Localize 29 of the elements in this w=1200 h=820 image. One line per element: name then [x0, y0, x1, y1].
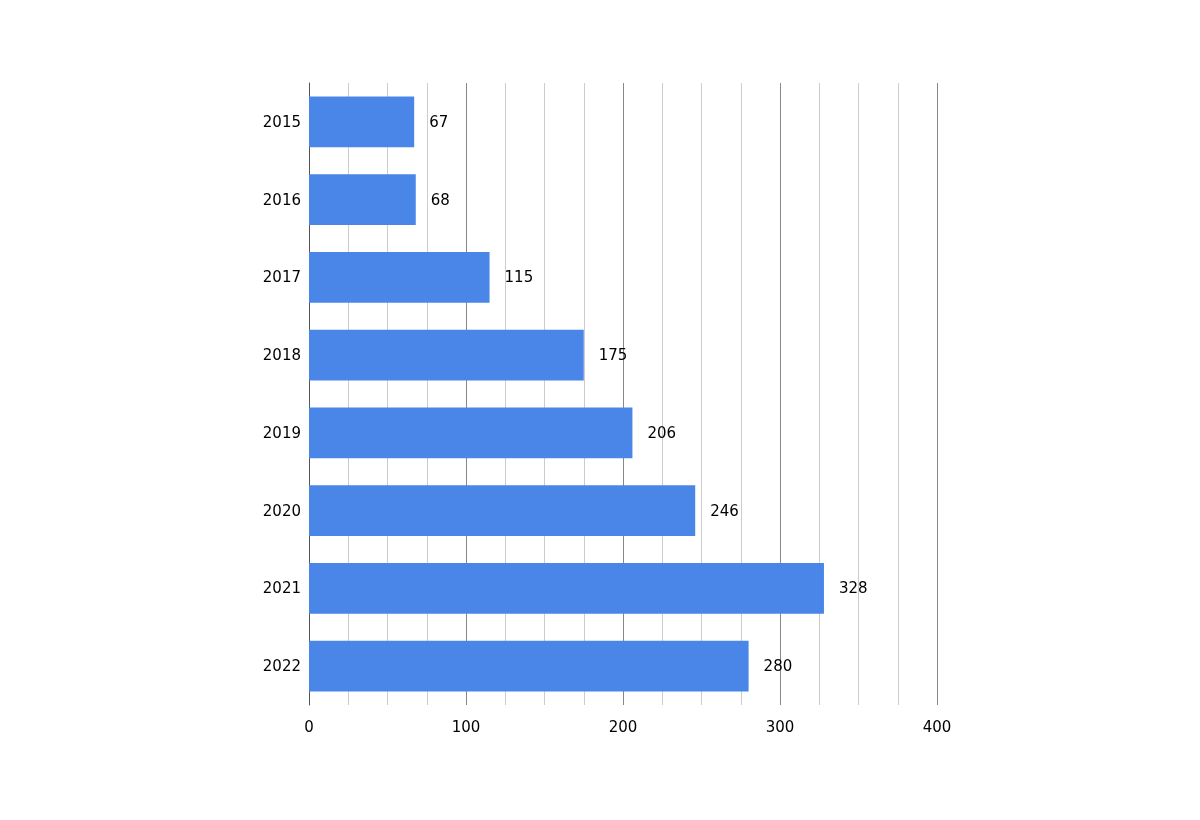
data-label: 68 — [430, 190, 450, 209]
y-tick-label: 2016 — [262, 190, 301, 209]
x-tick-label: 0 — [304, 717, 314, 736]
data-label: 246 — [710, 501, 739, 520]
bar — [309, 485, 696, 536]
y-tick-label: 2022 — [262, 657, 301, 676]
data-label: 67 — [429, 112, 449, 131]
bar — [309, 329, 584, 381]
data-label: 175 — [598, 346, 628, 365]
y-tick-label: 2020 — [262, 501, 301, 520]
bar — [309, 174, 416, 225]
y-tick-label: 2021 — [262, 579, 301, 598]
data-label: 206 — [647, 423, 677, 442]
bar — [309, 252, 490, 303]
y-tick-label: 2017 — [262, 268, 301, 287]
data-label: 280 — [763, 657, 793, 676]
x-tick-label: 200 — [608, 717, 638, 736]
bar — [309, 407, 633, 459]
x-tick-label: 300 — [765, 717, 795, 736]
y-tick-label: 2018 — [262, 346, 301, 365]
x-tick-label: 400 — [922, 717, 952, 736]
bar — [309, 96, 415, 148]
bar — [309, 563, 824, 614]
bar — [309, 640, 749, 692]
data-label: 328 — [838, 579, 868, 598]
data-label: 115 — [504, 268, 534, 287]
y-tick-label: 2019 — [262, 423, 301, 442]
x-tick-label: 100 — [451, 717, 481, 736]
y-tick-label: 2015 — [262, 112, 301, 131]
